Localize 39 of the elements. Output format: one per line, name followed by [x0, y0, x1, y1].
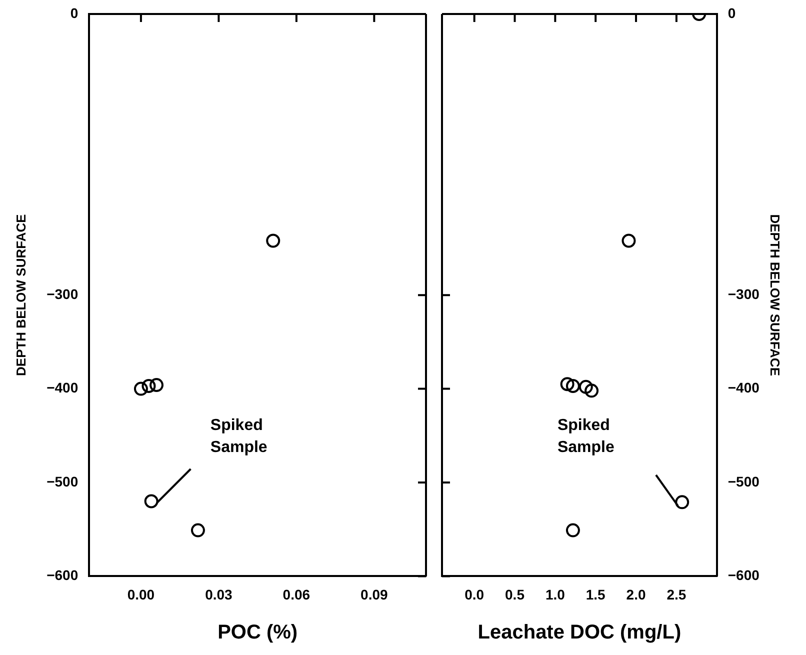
y2-tick-label: −600: [728, 567, 760, 584]
x-tick-label: 1.0: [545, 586, 566, 602]
y-tick-label: −300: [46, 286, 78, 302]
point: [144, 494, 158, 508]
x-tick-label: 0.03: [205, 586, 233, 602]
x-tick-label: 0.06: [282, 586, 310, 602]
y2-tick-label: 0: [728, 4, 736, 21]
point: [266, 234, 280, 248]
y-tick-label: −400: [46, 380, 78, 396]
point: [142, 378, 156, 393]
x-axis-title: Leachate DOC (mg/L): [478, 622, 682, 644]
y2-tick-label: −500: [728, 473, 760, 490]
y2-axis-title: DEPTH BELOW SURFACE: [768, 214, 783, 376]
y-tick-label: 0: [70, 4, 78, 21]
x-axis-title: POC (%): [218, 622, 298, 644]
point: [190, 523, 205, 538]
y-tick-label: −600: [46, 567, 78, 584]
point: [150, 378, 164, 392]
y2-tick-label: −300: [728, 286, 760, 302]
point: [560, 377, 574, 392]
point: [134, 382, 148, 396]
y-tick-label: −500: [46, 473, 78, 490]
x-tick-label: 0.00: [127, 586, 155, 602]
x-tick-label: 0.09: [360, 586, 388, 602]
x-tick-label: 2.0: [626, 586, 646, 602]
point: [566, 378, 580, 393]
point: [622, 234, 636, 248]
annotation: Spiked Sample: [557, 417, 614, 456]
x-tick-label: 0.5: [505, 586, 525, 602]
x-tick-label: 2.5: [666, 586, 686, 602]
annotation: Spiked Sample: [210, 417, 268, 456]
point: [578, 380, 593, 394]
x-tick-label: 1.5: [586, 586, 606, 602]
y-axis-title: DEPTH BELOW SURFACE: [13, 214, 28, 376]
point: [566, 523, 580, 538]
point: [584, 384, 599, 398]
point: [675, 495, 690, 510]
x-tick-label: 0.0: [464, 586, 484, 602]
y2-tick-label: −400: [728, 380, 760, 396]
